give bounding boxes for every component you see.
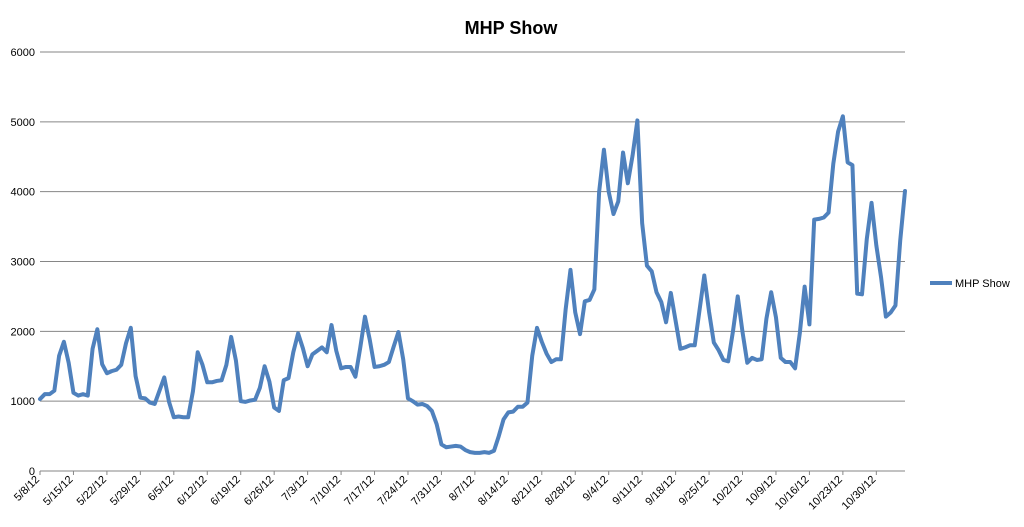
x-tick-label: 10/30/12 (840, 474, 879, 513)
y-tick-label: 2000 (11, 326, 35, 338)
series-line-mhp-show (38, 114, 907, 455)
x-tick-label: 6/26/12 (242, 474, 276, 508)
x-tick-label: 5/29/12 (108, 474, 142, 508)
y-tick-label: 4000 (11, 187, 35, 199)
x-tick-label: 8/14/12 (476, 474, 510, 508)
y-tick-label: 6000 (11, 47, 35, 59)
x-tick-label: 10/2/12 (710, 474, 744, 508)
x-tick-label: 6/19/12 (208, 474, 242, 508)
y-tick-label: 5000 (11, 117, 35, 129)
x-tick-label: 9/25/12 (677, 474, 711, 508)
x-tick-label: 9/18/12 (643, 474, 677, 508)
y-tick-label: 0 (29, 466, 35, 478)
x-tick-label: 9/11/12 (610, 474, 644, 508)
x-axis-ticks: 5/8/12 5/15/12 5/22/12 5/29/12 6/5/12 6/12/12… (12, 471, 878, 512)
x-tick-label: 7/17/12 (342, 474, 376, 508)
x-tick-label: 8/21/12 (509, 474, 543, 508)
x-tick-label: 7/3/12 (280, 474, 310, 504)
x-tick-label: 10/23/12 (806, 474, 845, 513)
series-layer (38, 114, 907, 455)
y-tick-label: 3000 (11, 257, 35, 269)
x-tick-label: 8/7/12 (447, 474, 477, 504)
x-tick-label: 5/8/12 (12, 474, 42, 504)
x-tick-label: 5/22/12 (75, 474, 109, 508)
x-tick-label: 7/31/12 (409, 474, 443, 508)
x-tick-label: 5/15/12 (41, 474, 75, 508)
x-tick-label: 6/12/12 (175, 474, 209, 508)
chart-title: MHP Show (465, 18, 559, 38)
x-tick-label: 9/4/12 (581, 474, 611, 504)
legend: MHP Show (930, 278, 1010, 290)
x-tick-label: 6/5/12 (146, 474, 176, 504)
y-tick-label: 1000 (11, 396, 35, 408)
x-tick-label: 10/16/12 (773, 474, 812, 513)
x-tick-label: 7/10/12 (309, 474, 343, 508)
gridlines (40, 51, 905, 472)
x-tick-label: 7/24/12 (376, 474, 410, 508)
legend-label: MHP Show (955, 278, 1010, 290)
x-tick-label: 8/28/12 (543, 474, 577, 508)
y-axis-ticks: 0 1000 2000 3000 4000 5000 6000 (11, 47, 35, 478)
